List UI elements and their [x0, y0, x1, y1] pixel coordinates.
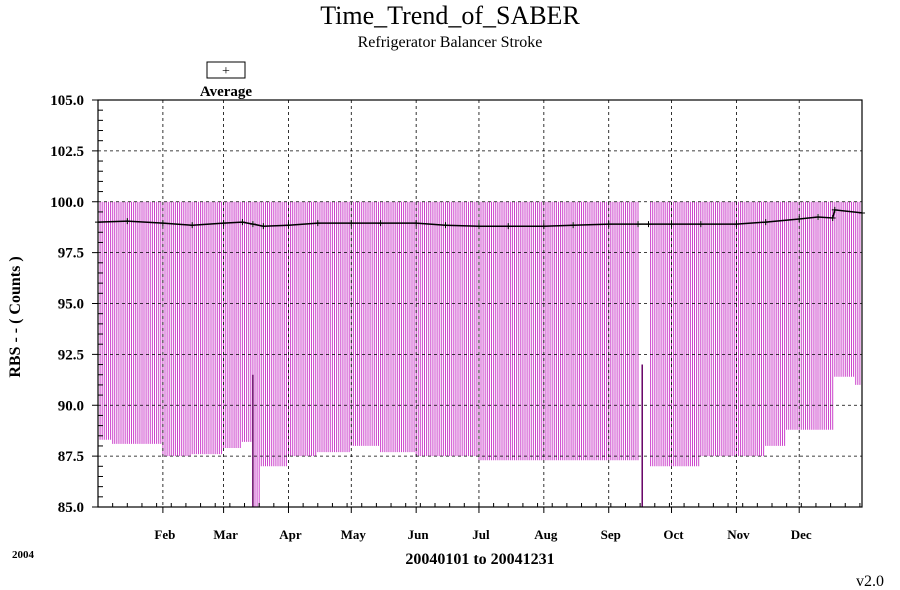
x-tick-label: May: [341, 527, 367, 542]
y-tick-label: 100.0: [50, 195, 84, 211]
x-tick-label: Dec: [791, 527, 812, 542]
y-tick-label: 97.5: [58, 246, 84, 262]
average-point: [189, 222, 196, 229]
x-tick-label: Jul: [472, 527, 490, 542]
average-point: [124, 218, 131, 225]
average-point: [697, 221, 704, 228]
average-point: [413, 220, 420, 227]
x-axis-label: 20040101 to 20041231: [405, 551, 554, 568]
chart-subtitle: Refrigerator Balancer Stroke: [358, 34, 543, 51]
x-tick-label: Jun: [408, 527, 430, 542]
legend-symbol: +: [222, 64, 230, 79]
average-line: [97, 209, 863, 227]
y-tick-label: 92.5: [58, 347, 84, 363]
average-point: [645, 221, 652, 228]
average-point: [249, 221, 256, 228]
x-tick-label: Mar: [213, 527, 238, 542]
average-point: [570, 222, 577, 229]
average-point: [285, 222, 292, 229]
average-point: [348, 220, 355, 227]
average-point: [377, 220, 384, 227]
y-tick-label: 85.0: [58, 500, 84, 516]
average-point: [635, 221, 642, 228]
y-tick-label: 87.5: [58, 449, 84, 465]
range-bars: [97, 201, 863, 507]
x-tick-label: Feb: [154, 527, 175, 542]
y-tick-label: 95.0: [58, 297, 84, 313]
axes: 85.0 87.5 90.0 92.5 95.0 97.5 100.0 102.5 105.0 F…: [50, 93, 863, 542]
average-point: [260, 223, 267, 230]
average-point: [605, 221, 612, 228]
average-point: [475, 223, 482, 230]
legend-box: [206, 61, 246, 79]
average-point: [540, 223, 547, 230]
x-tick-label: Aug: [534, 527, 558, 542]
y-tick-label: 105.0: [50, 93, 84, 109]
average-point: [442, 222, 449, 229]
legend: + Average: [200, 61, 253, 100]
x-tick-label: Nov: [727, 527, 750, 542]
average-point: [762, 219, 769, 226]
average-point: [668, 221, 675, 228]
x-tick-label: Sep: [601, 527, 621, 542]
chart-title: Time_Trend_of_SABER: [320, 1, 580, 30]
average-point: [239, 219, 246, 226]
year-label: 2004: [12, 549, 35, 561]
legend-label: Average: [200, 84, 253, 100]
average-point: [831, 206, 838, 213]
y-tick-label: 102.5: [50, 144, 84, 160]
x-tick-label: Apr: [279, 527, 302, 542]
y-tick-label: 90.0: [58, 398, 84, 414]
average-point: [505, 223, 512, 230]
average-point: [796, 216, 803, 223]
y-axis-label: RBS - - ( Counts ): [7, 256, 24, 377]
average-point: [829, 215, 836, 222]
average-point: [220, 220, 227, 227]
average-point: [815, 214, 822, 221]
average-point: [314, 220, 321, 227]
average-point: [159, 220, 166, 227]
x-tick-label: Oct: [663, 527, 684, 542]
average-point: [733, 221, 740, 228]
version-label: v2.0: [856, 573, 884, 590]
average-series: [95, 206, 865, 230]
